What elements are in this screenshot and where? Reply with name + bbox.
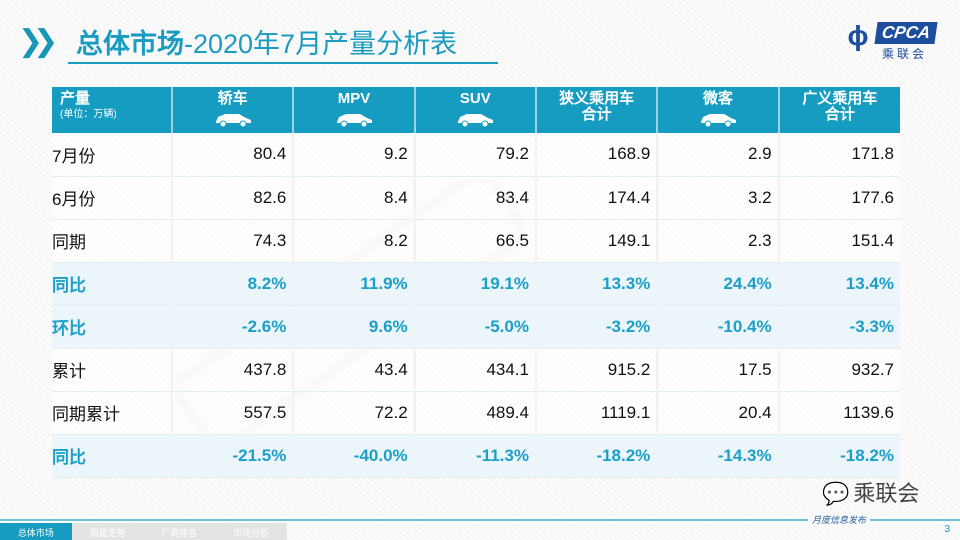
footer-tabs: 总体市场 销量走势 厂商排名 市场分析 [0,523,287,540]
footer-tab[interactable]: 厂商排名 [161,528,198,538]
cell: -18.2% [534,434,658,478]
cell: -11.3% [413,434,536,478]
cell: 8.4 [292,176,415,220]
cell: 43.4 [292,348,415,392]
cell: 557.5 [170,391,294,435]
cell: -5.0% [413,305,536,349]
table-row: 同比 -21.5% -40.0% -11.3% -18.2% -14.3% -18.2% [52,434,900,478]
column-header: SUV [413,87,536,133]
cell: 8.2 [292,219,415,263]
cell: 8.2% [170,262,294,306]
table-row: 累计 437.8 43.4 434.1 915.2 17.5 932.7 [52,348,900,392]
cell: 151.4 [777,219,900,263]
page-number: 3 [944,524,950,535]
cell: 149.1 [534,219,658,263]
cell: -40.0% [292,434,415,478]
cell: 83.4 [413,176,536,220]
footer-tab[interactable]: 销量走势 [89,528,126,538]
table-row: 同期累计 557.5 72.2 489.4 1119.1 20.4 1139.6 [52,391,900,435]
cell: 2.9 [656,133,779,177]
cell: 13.3% [534,262,658,306]
cell: 168.9 [534,133,658,177]
title-underline [68,62,498,64]
cell: -21.5% [170,434,294,478]
table-row: 6月份 82.6 8.4 83.4 174.4 3.2 177.6 [52,176,900,220]
cell: 19.1% [413,262,536,306]
table-row: 7月份 80.4 9.2 79.2 168.9 2.9 171.8 [52,133,900,177]
cell: 9.2 [292,133,415,177]
cell: 434.1 [413,348,536,392]
row-label: 同期 [52,219,172,263]
sedan-icon [173,111,292,127]
production-table: 产量 (单位：万辆) 轿车 MPV SUV 狭义乘用车 合计 微客 广义乘用车 合计 7月份 80… [52,87,900,478]
chevrons-icon: ❯❯ [18,25,58,58]
cell: 20.4 [656,391,779,435]
row-label: 环比 [52,305,172,349]
row-label: 累计 [52,348,172,392]
table-row: 环比 -2.6% 9.6% -5.0% -3.2% -10.4% -3.3% [52,305,900,349]
cell: 177.6 [777,176,900,220]
cell: 3.2 [656,176,779,220]
cell: 79.2 [413,133,536,177]
cell: 1119.1 [534,391,658,435]
suv-icon [416,111,535,127]
cpca-logo: ϕ CPCA 乘联会 [836,18,946,62]
column-header: MPV [292,87,415,133]
cell: -2.6% [170,305,294,349]
cell: -3.3% [777,305,900,349]
column-header: 狭义乘用车 合计 [534,87,658,133]
row-label: 同比 [52,262,172,306]
cell: 24.4% [656,262,779,306]
footer-tab[interactable]: 总体市场 [0,523,72,540]
cell: 17.5 [656,348,779,392]
cell: -14.3% [656,434,779,478]
cell: 915.2 [534,348,658,392]
row-label: 7月份 [52,133,172,177]
row-label: 同期累计 [52,391,172,435]
cell: 11.9% [292,262,415,306]
cell: 72.2 [292,391,415,435]
header-label: 产量 (单位：万辆) [52,87,172,133]
cell: 489.4 [413,391,536,435]
wechat-badge: 💬 乘联会 [822,481,920,506]
emblem-icon: ϕ [847,20,869,51]
table-row: 同期 74.3 8.2 66.5 149.1 2.3 151.4 [52,219,900,263]
column-header: 轿车 [170,87,294,133]
cell: 80.4 [170,133,294,177]
monthly-release: 月度信息发布 [808,513,871,526]
mpv-icon [294,111,413,127]
cell: 1139.6 [777,391,900,435]
row-label: 6月份 [52,176,172,220]
page-title: ❯❯ 总体市场-2020年7月产量分析表 [18,22,457,61]
cell: 13.4% [777,262,900,306]
column-header: 广义乘用车 合计 [777,87,900,133]
cell: -18.2% [777,434,900,478]
cell: 2.3 [656,219,779,263]
cell: 74.3 [170,219,294,263]
cell: 932.7 [777,348,900,392]
cell: 82.6 [170,176,294,220]
row-label: 同比 [52,434,172,478]
wechat-icon: 💬 [822,481,850,506]
cell: 66.5 [413,219,536,263]
cell: 174.4 [534,176,658,220]
cell: 437.8 [170,348,294,392]
cell: 171.8 [777,133,900,177]
cell: 9.6% [292,305,415,349]
cell: -3.2% [534,305,658,349]
cell: -10.4% [656,305,779,349]
column-header: 微客 [656,87,779,133]
title-bold: 总体市场 [76,29,184,59]
minivan-icon [658,111,777,127]
title-rest: -2020年7月产量分析表 [184,29,458,59]
table-row: 同比 8.2% 11.9% 19.1% 13.3% 24.4% 13.4% [52,262,900,306]
footer-tab[interactable]: 市场分析 [233,528,270,538]
footer-divider [0,519,960,521]
